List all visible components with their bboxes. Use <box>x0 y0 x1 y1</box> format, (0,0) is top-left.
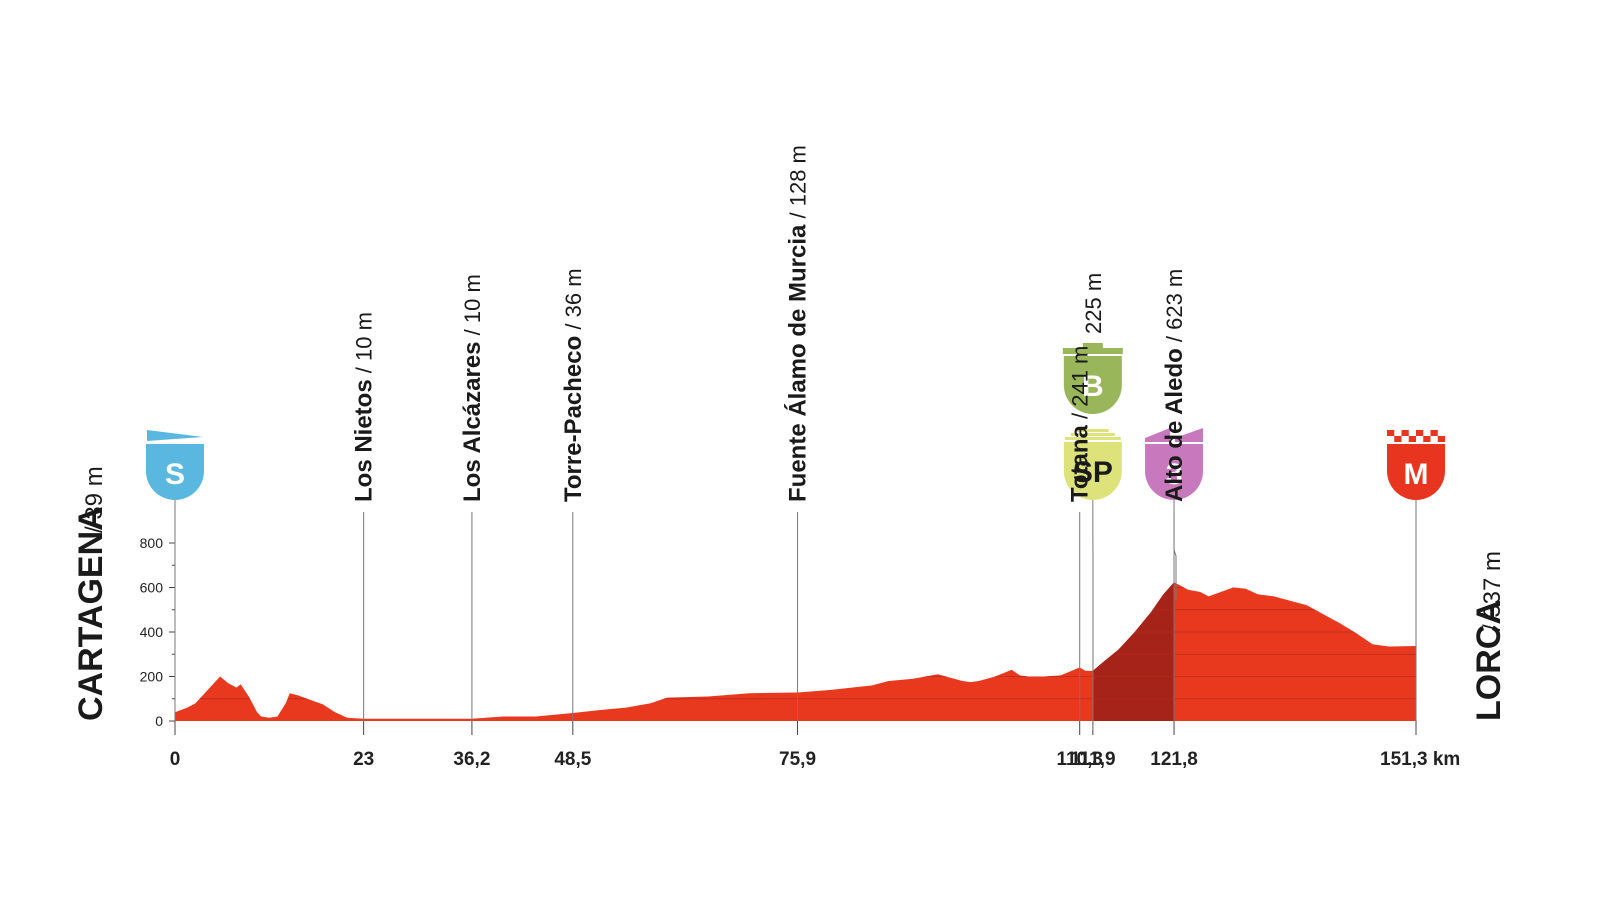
waypoint-label: Torre-Pacheco / 36 m <box>560 268 587 502</box>
checkered-flag-icon <box>1408 436 1416 442</box>
mountain-icon <box>1175 428 1204 442</box>
y-tick-label: 400 <box>140 624 164 640</box>
waypoint-label: Los Alcázares / 10 m <box>459 274 486 502</box>
waypoint-label: Totana / 241 m <box>1067 346 1094 502</box>
waypoint-altitude: / 623 m <box>1162 269 1187 348</box>
y-tick-label: 800 <box>140 535 164 551</box>
y-tick-label: 0 <box>155 713 163 729</box>
climb-connector-line <box>1173 497 1177 600</box>
start-city-altitude: / 39 m <box>81 466 108 533</box>
bonus-altitude: 225 m <box>1081 273 1106 334</box>
x-tick-label: 23 <box>353 749 374 770</box>
badge-shield <box>1145 444 1204 500</box>
waypoint-altitude: / 128 m <box>786 145 811 224</box>
climb-category-number: 3 <box>1166 458 1183 491</box>
waypoint-name: Totana <box>1067 424 1094 502</box>
finish-city-altitude: / 337 m <box>1479 551 1506 631</box>
waypoint-name: Los Alcázares <box>459 341 486 502</box>
waypoint-altitude: / 10 m <box>460 274 485 341</box>
waypoint-name: Alto de Aledo <box>1161 348 1188 502</box>
sprint-badge-stripe <box>1070 433 1115 436</box>
sprint-badge: SP <box>1063 429 1122 500</box>
waypoint-name: Los Nietos <box>351 379 378 502</box>
bonus-badge-top <box>1062 348 1123 354</box>
waypoint-label: Alto de Aledo / 623 m <box>1161 269 1188 502</box>
bonus-badge: B <box>1062 343 1123 414</box>
x-tick-label: 75,9 <box>779 749 816 770</box>
x-tick-label: 121,8 <box>1150 749 1198 770</box>
x-tick-label: 151,3 km <box>1380 749 1460 770</box>
x-tick-label: 111,9 <box>1070 749 1115 770</box>
x-tick-label: 48,5 <box>554 749 591 770</box>
checkered-flag-icon <box>1416 430 1424 436</box>
badges-layer: S M B SP 3 <box>146 343 1445 500</box>
waypoint-name: Fuente Álamo de Murcia <box>784 224 812 502</box>
checkered-flag-icon <box>1437 436 1445 442</box>
waypoint-name: Torre-Pacheco <box>560 336 587 502</box>
checkered-flag-icon <box>1401 430 1409 436</box>
start-flag-icon <box>147 430 203 441</box>
marker-lines <box>174 497 1417 731</box>
checkered-flag-icon <box>1423 436 1431 442</box>
badge-shield <box>1063 442 1122 500</box>
bonus-badge-top-cap <box>1082 343 1103 349</box>
sprint-badge-stripe <box>1076 429 1109 432</box>
start-city-name: CARTAGENA <box>72 506 110 721</box>
waypoint-altitude: / 241 m <box>1068 346 1093 425</box>
badge-shield <box>1387 444 1445 500</box>
elevation-profile-area <box>175 582 1416 721</box>
labels-layer: Los Nietos / 10 m Los Alcázares / 10 mTor… <box>72 145 1508 721</box>
badge-shield <box>1063 356 1122 414</box>
finish-badge: M <box>1387 430 1445 500</box>
finish-badge-letter: M <box>1404 458 1429 491</box>
badge-shield <box>146 444 204 500</box>
finish-city-name: LORCA <box>1470 600 1508 721</box>
start-badge-letter: S <box>165 458 185 491</box>
mountain-icon <box>1145 428 1171 442</box>
checkered-flag-icon <box>1430 430 1438 436</box>
waypoint-label: Fuente Álamo de Murcia / 128 m <box>784 145 812 502</box>
checkered-flag-icon <box>1394 436 1402 442</box>
climb-category-badge: 3 <box>1145 428 1204 500</box>
y-tick-label: 200 <box>140 669 164 685</box>
x-tick-label: 36,2 <box>453 749 490 770</box>
bonus-badge-letter: B <box>1082 370 1104 403</box>
sprint-badge-letters: SP <box>1073 456 1113 489</box>
checkered-flag-icon <box>1387 430 1395 436</box>
waypoint-altitude: / 36 m <box>561 268 586 335</box>
waypoint-altitude: / 10 m <box>352 312 377 379</box>
x-tick-label: 110,3 <box>1056 749 1103 770</box>
x-tick-label: 0 <box>170 749 181 770</box>
sprint-badge-stripe <box>1064 437 1121 440</box>
waypoint-label: Los Nietos / 10 m <box>351 312 378 502</box>
y-tick-label: 600 <box>140 580 164 596</box>
start-badge: S <box>146 430 204 500</box>
